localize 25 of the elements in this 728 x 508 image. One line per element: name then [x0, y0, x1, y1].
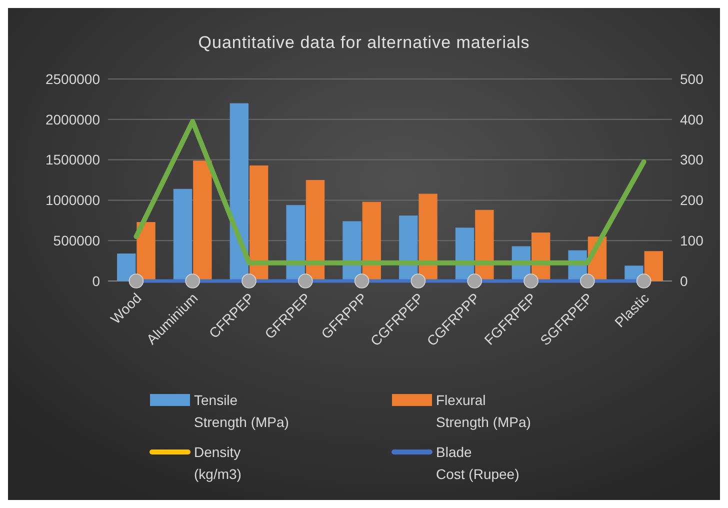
- bar: [418, 194, 438, 281]
- legend-label: Density (kg/m3): [194, 444, 242, 482]
- y2-tick-label: 500: [680, 70, 704, 87]
- y2-tick-label: 300: [680, 152, 704, 168]
- bar: [249, 165, 268, 281]
- bar: [117, 254, 136, 281]
- y-tick-label: 1000000: [45, 192, 100, 208]
- y2-tick-label: 200: [680, 192, 704, 208]
- bar: [173, 188, 192, 281]
- legend-label: Blade Cost (Rupee): [436, 444, 520, 482]
- y-tick-label: 2500000: [45, 70, 100, 87]
- bar: [230, 103, 249, 281]
- y2-tick-label: 0: [680, 272, 688, 289]
- bar: [644, 251, 663, 281]
- bar: [306, 180, 325, 281]
- chart-title: Quantitative data for alternative materials: [198, 33, 530, 52]
- y-tick-label: 2000000: [45, 111, 100, 128]
- legend-label: Flexural Strength (MPa): [436, 392, 531, 430]
- y2-tick-label: 400: [680, 111, 704, 128]
- y-tick-label: 500000: [53, 232, 100, 248]
- bar: [193, 160, 212, 281]
- y-tick-label: 0: [92, 272, 100, 289]
- y-tick-label: 1500000: [45, 152, 100, 168]
- y2-tick-label: 100: [680, 232, 704, 248]
- legend-label: Tensile Strength (MPa): [194, 392, 289, 430]
